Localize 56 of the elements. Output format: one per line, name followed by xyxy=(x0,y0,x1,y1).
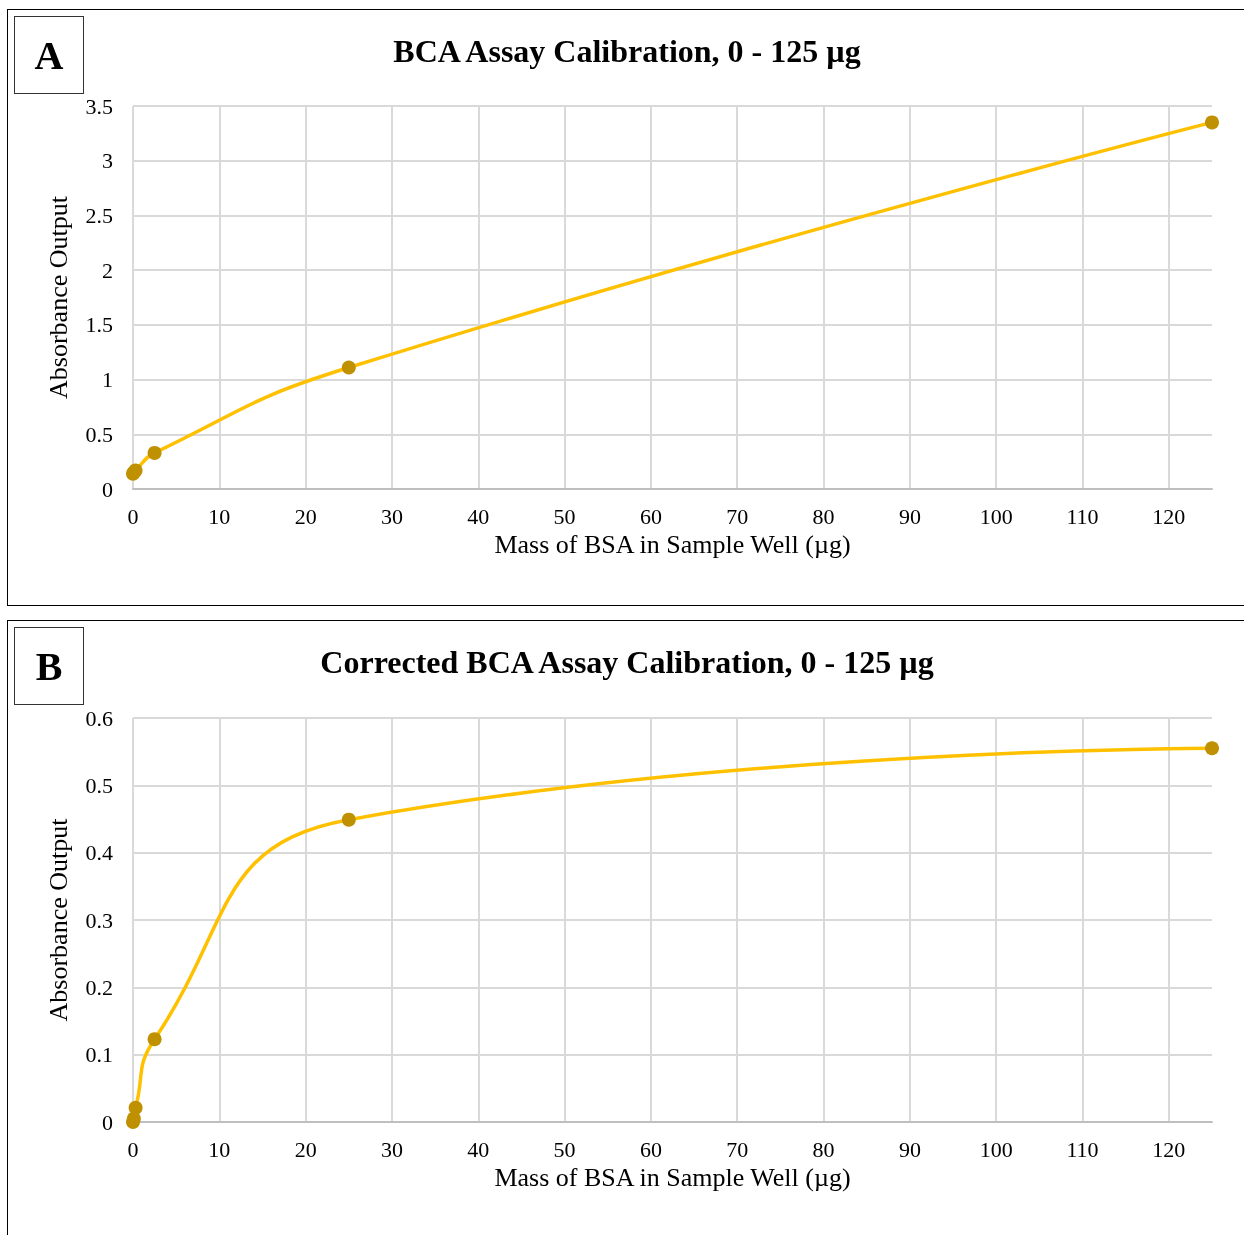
point xyxy=(341,360,356,375)
y-tick-label: 0.1 xyxy=(85,1042,113,1068)
y-tick-label: 2.5 xyxy=(85,202,113,228)
x-tick-label: 60 xyxy=(639,1136,662,1162)
x-tick-label: 10 xyxy=(208,503,231,529)
y-tick-label: 0 xyxy=(102,1109,113,1135)
x-tick-label: 0 xyxy=(127,1136,139,1162)
x-tick-label: 40 xyxy=(467,1136,490,1162)
x-tick-label: 120 xyxy=(1152,503,1186,529)
text: A xyxy=(14,16,84,94)
x-tick-label: 90 xyxy=(898,503,921,529)
x-tick-label: 110 xyxy=(1066,503,1099,529)
x-tick-label: 80 xyxy=(812,1136,835,1162)
y-tick-label: 0.6 xyxy=(85,705,113,731)
y-tick-label: 0.2 xyxy=(85,974,113,1000)
point xyxy=(1205,741,1219,756)
y-axis-title: Absorbance Output xyxy=(43,195,73,399)
x-tick-label: 80 xyxy=(812,503,835,529)
x-tick-label: 110 xyxy=(1066,1136,1099,1162)
x-tick-label: 90 xyxy=(898,1136,921,1162)
y-axis-title: Absorbance Output xyxy=(43,817,73,1022)
point xyxy=(1205,115,1219,130)
chart-title: BCA Assay Calibration, 0 - 125 µg xyxy=(393,33,861,69)
point xyxy=(128,1100,143,1115)
text: B xyxy=(14,627,84,705)
y-tick-label: 0.5 xyxy=(85,421,113,447)
chart-title: Corrected BCA Assay Calibration, 0 - 125 µg xyxy=(320,644,934,680)
x-tick-label: 20 xyxy=(294,1136,317,1162)
y-tick-label: 3.5 xyxy=(85,93,113,119)
y-tick-label: 0 xyxy=(102,476,113,502)
y-tick-label: 0.4 xyxy=(85,840,113,866)
x-tick-label: 30 xyxy=(380,503,403,529)
x-tick-label: 70 xyxy=(726,1136,749,1162)
y-tick-label: 2 xyxy=(102,257,113,283)
point xyxy=(147,445,162,460)
x-tick-label: 60 xyxy=(639,503,662,529)
y-tick-label: 0.5 xyxy=(85,772,113,798)
x-tick-label: 0 xyxy=(127,503,139,529)
x-tick-label: 100 xyxy=(979,1136,1013,1162)
point xyxy=(341,812,356,827)
x-tick-label: 20 xyxy=(294,503,317,529)
x-tick-label: 40 xyxy=(467,503,490,529)
x-tick-label: 10 xyxy=(208,1136,231,1162)
y-tick-label: 0.3 xyxy=(85,907,113,933)
y-tick-label: 3 xyxy=(102,148,113,174)
y-tick-label: 1.5 xyxy=(85,312,113,338)
x-tick-label: 30 xyxy=(380,1136,403,1162)
x-tick-label: 100 xyxy=(979,503,1013,529)
x-tick-label: 50 xyxy=(553,503,576,529)
point xyxy=(147,1032,162,1047)
y-tick-label: 1 xyxy=(102,367,113,393)
x-tick-label: 70 xyxy=(726,503,749,529)
x-tick-label: 120 xyxy=(1152,1136,1186,1162)
x-axis-title: Mass of BSA in Sample Well (µg) xyxy=(494,530,851,560)
x-axis-title: Mass of BSA in Sample Well (µg) xyxy=(494,1163,851,1193)
x-tick-label: 50 xyxy=(553,1136,576,1162)
